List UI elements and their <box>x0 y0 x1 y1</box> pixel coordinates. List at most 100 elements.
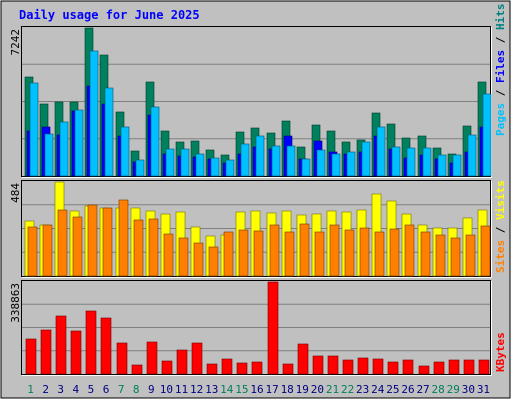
bar-kbytes-day-7 <box>116 342 128 375</box>
bar-pages-day-14 <box>225 159 235 177</box>
legend-separator: / <box>494 83 507 103</box>
bar-sites-day-1 <box>27 226 38 277</box>
side-legend: Pages / Files / Hits <box>494 4 507 137</box>
x-tick-label-day-21: 21 <box>326 383 339 396</box>
legend-label-pages: Pages <box>494 103 507 136</box>
bar-sites-day-26 <box>404 224 415 277</box>
x-tick-label-day-3: 3 <box>57 383 64 396</box>
bar-sites-day-6 <box>102 207 113 277</box>
x-tick-label-day-20: 20 <box>311 383 324 396</box>
x-tick-label-day-19: 19 <box>296 383 309 396</box>
bar-kbytes-day-8 <box>131 364 143 375</box>
y-axis-max-label: 484 <box>9 183 22 203</box>
bar-kbytes-day-23 <box>357 357 369 375</box>
x-tick-label-day-6: 6 <box>103 383 110 396</box>
side-legend: Sites / Visits <box>494 180 507 273</box>
bar-sites-day-11 <box>178 237 189 277</box>
chart-panels: 7242 Pages / Files / Hits 484 Sites / Visit… <box>9 4 507 376</box>
bar-sites-day-27 <box>420 231 431 277</box>
bar-pages-day-21 <box>331 153 341 177</box>
bar-sites-day-31 <box>480 225 491 277</box>
bar-kbytes-day-29 <box>448 359 460 375</box>
panel-visits_sites: 484 Sites / Visits <box>9 180 507 278</box>
legend-label-sites: Sites <box>494 240 507 273</box>
y-axis-max-label: 7242 <box>9 29 22 56</box>
bar-kbytes-day-31 <box>478 359 490 375</box>
x-axis-day-labels: 1 2 3 4 5 6 7 8 9 10 11 12 13 14 15 16 17 18 19 20 21 22 23 24 2… <box>27 383 490 396</box>
bar-pages-day-4 <box>74 109 84 177</box>
bar-kbytes-day-3 <box>55 315 67 375</box>
side-legend: KBytes <box>494 332 507 372</box>
bar-sites-day-19 <box>299 223 310 277</box>
bar-sites-day-23 <box>359 227 370 277</box>
bar-kbytes-day-12 <box>191 342 203 375</box>
bar-pages-day-30 <box>467 134 477 177</box>
bar-sites-day-17 <box>269 224 280 277</box>
bar-kbytes-day-15 <box>236 362 248 375</box>
x-tick-label-day-22: 22 <box>341 383 354 396</box>
bar-sites-day-18 <box>284 231 295 277</box>
bar-sites-day-29 <box>450 237 461 277</box>
x-tick-label-day-10: 10 <box>160 383 173 396</box>
bar-kbytes-day-11 <box>176 349 188 375</box>
x-tick-label-day-18: 18 <box>281 383 294 396</box>
bar-kbytes-day-14 <box>221 358 233 375</box>
bar-sites-day-4 <box>72 216 83 277</box>
bar-sites-day-10 <box>163 233 174 277</box>
bar-sites-day-21 <box>329 224 340 277</box>
x-tick-label-day-14: 14 <box>220 383 234 396</box>
bar-kbytes-day-25 <box>387 361 399 375</box>
legend-separator: / <box>494 220 507 240</box>
bar-kbytes-day-22 <box>342 359 354 375</box>
bar-sites-day-16 <box>253 230 264 277</box>
bar-kbytes-day-20 <box>312 355 324 375</box>
panel-hits_files_pages: 7242 Pages / Files / Hits <box>9 4 507 178</box>
bar-sites-day-3 <box>57 209 68 277</box>
bar-sites-day-22 <box>344 229 355 277</box>
x-tick-label-day-16: 16 <box>250 383 263 396</box>
bar-kbytes-day-5 <box>85 310 97 375</box>
bar-pages-day-20 <box>316 149 326 177</box>
bar-pages-day-8 <box>135 159 145 177</box>
legend-label-hits: Hits <box>494 4 507 31</box>
bar-kbytes-day-24 <box>372 358 384 375</box>
legend-label-kbytes: KBytes <box>494 332 507 372</box>
bar-pages-day-1 <box>29 82 39 177</box>
legend-label-files: Files <box>494 50 507 83</box>
bar-kbytes-day-18 <box>282 363 294 375</box>
x-tick-label-day-17: 17 <box>265 383 278 396</box>
y-axis-max-label: 338863 <box>9 283 22 323</box>
panel-kbytes: 338863 KBytes <box>9 280 507 376</box>
bar-kbytes-day-4 <box>70 330 82 375</box>
bar-pages-day-29 <box>452 154 462 177</box>
x-tick-label-day-29: 29 <box>447 383 460 396</box>
x-tick-label-day-30: 30 <box>462 383 475 396</box>
bar-pages-day-2 <box>44 133 54 177</box>
chart-title: Daily usage for June 2025 <box>19 8 200 22</box>
bar-sites-day-28 <box>435 234 446 277</box>
bar-pages-day-7 <box>120 126 130 177</box>
x-tick-label-day-5: 5 <box>88 383 95 396</box>
bar-pages-day-24 <box>376 126 386 177</box>
bar-pages-day-22 <box>346 151 356 177</box>
bar-sites-day-14 <box>223 231 234 277</box>
legend-separator: / <box>494 30 507 50</box>
bar-kbytes-day-28 <box>433 361 445 375</box>
x-tick-label-day-2: 2 <box>42 383 49 396</box>
bar-pages-day-6 <box>104 87 114 177</box>
bar-kbytes-day-1 <box>25 338 37 375</box>
x-tick-label-day-15: 15 <box>235 383 248 396</box>
bar-kbytes-day-9 <box>146 341 158 375</box>
bar-pages-day-26 <box>406 147 416 177</box>
x-tick-label-day-7: 7 <box>118 383 125 396</box>
bar-sites-day-2 <box>42 224 53 277</box>
bar-pages-day-27 <box>422 147 432 177</box>
bar-kbytes-day-2 <box>40 329 52 375</box>
bar-kbytes-day-16 <box>251 361 263 375</box>
bar-pages-day-15 <box>240 143 250 177</box>
x-tick-label-day-25: 25 <box>386 383 399 396</box>
bar-pages-day-19 <box>301 158 311 177</box>
bar-sites-day-20 <box>314 231 325 277</box>
